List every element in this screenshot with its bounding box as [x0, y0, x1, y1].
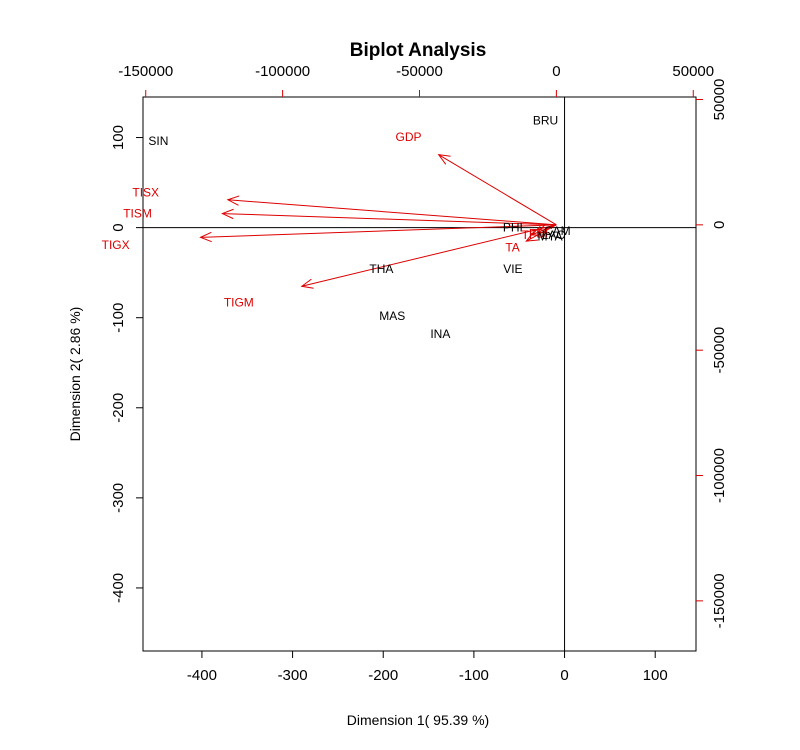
plot-frame [142, 96, 697, 652]
top-tick-label: 0 [552, 63, 560, 80]
x-tick-label: -200 [368, 667, 398, 684]
x-tick-label: -400 [187, 667, 217, 684]
right-tick-label: -100000 [711, 448, 728, 503]
chart-title: Biplot Analysis [350, 40, 487, 61]
variable-arrow [222, 213, 557, 226]
x-tick-label: -100 [459, 667, 489, 684]
observation-label: LAO [542, 228, 566, 242]
variable-arrow-head [221, 208, 234, 220]
top-tick-label: 50000 [672, 63, 714, 80]
observation-label: SIN [148, 134, 168, 148]
variable-label: FDI [529, 227, 548, 241]
observation-label: BRU [533, 113, 558, 127]
y-tick-label: -200 [110, 393, 127, 423]
plot-area: -400 -300 -200 -100 0 100 -400 -300 -200 -100 0 100… [102, 63, 728, 684]
right-tick-label: 50000 [711, 79, 728, 121]
x-tick-label: 100 [643, 667, 668, 684]
observation-label: PHI [503, 221, 523, 235]
y-tick-label: 100 [110, 125, 127, 150]
variable-arrow [526, 224, 557, 242]
variable-arrow-head [437, 153, 451, 165]
right-tick-label: 0 [711, 221, 728, 229]
variable-arrow-head [530, 226, 544, 236]
variable-label: GDP [396, 130, 422, 144]
y-tick-label: 0 [110, 223, 127, 231]
variable-arrow-head [226, 195, 240, 206]
variable-arrow [200, 224, 557, 238]
observation-label: THA [369, 262, 393, 276]
observation-label: MAS [379, 309, 405, 323]
x-axis-label: Dimension 1( 95.39 %) [347, 712, 489, 728]
variable-arrow [438, 154, 557, 226]
x-tick-label: -300 [278, 667, 308, 684]
variable-arrow [301, 224, 557, 287]
observation-label: VIE [503, 262, 522, 276]
variable-label: TISM [123, 207, 152, 221]
y-axis-label: Dimension 2( 2.86 %) [67, 307, 83, 442]
right-tick-label: -150000 [711, 573, 728, 628]
variable-label: TIGX [102, 238, 130, 252]
top-tick-label: -100000 [255, 63, 310, 80]
variable-arrow [537, 224, 557, 233]
right-tick-label: -50000 [711, 327, 728, 374]
variable-arrow-head [536, 223, 550, 234]
variable-arrow-head [199, 231, 212, 243]
y-tick-label: -300 [110, 483, 127, 513]
variable-label: TIGM [224, 296, 254, 310]
variable-label: TISX [132, 185, 159, 199]
variable-label: TF [522, 228, 537, 242]
observation-label: INA [430, 327, 450, 341]
observation-label: CAM [544, 224, 571, 238]
variable-arrow [227, 199, 557, 226]
y-tick-label: -400 [110, 573, 127, 603]
top-tick-label: -150000 [118, 63, 173, 80]
y-tick-label: -100 [110, 303, 127, 333]
variable-label: TA [505, 240, 519, 254]
top-tick-label: -50000 [396, 63, 443, 80]
observation-label: MYA [537, 230, 562, 244]
variable-arrow-head [300, 278, 314, 289]
x-tick-label: 0 [560, 667, 568, 684]
